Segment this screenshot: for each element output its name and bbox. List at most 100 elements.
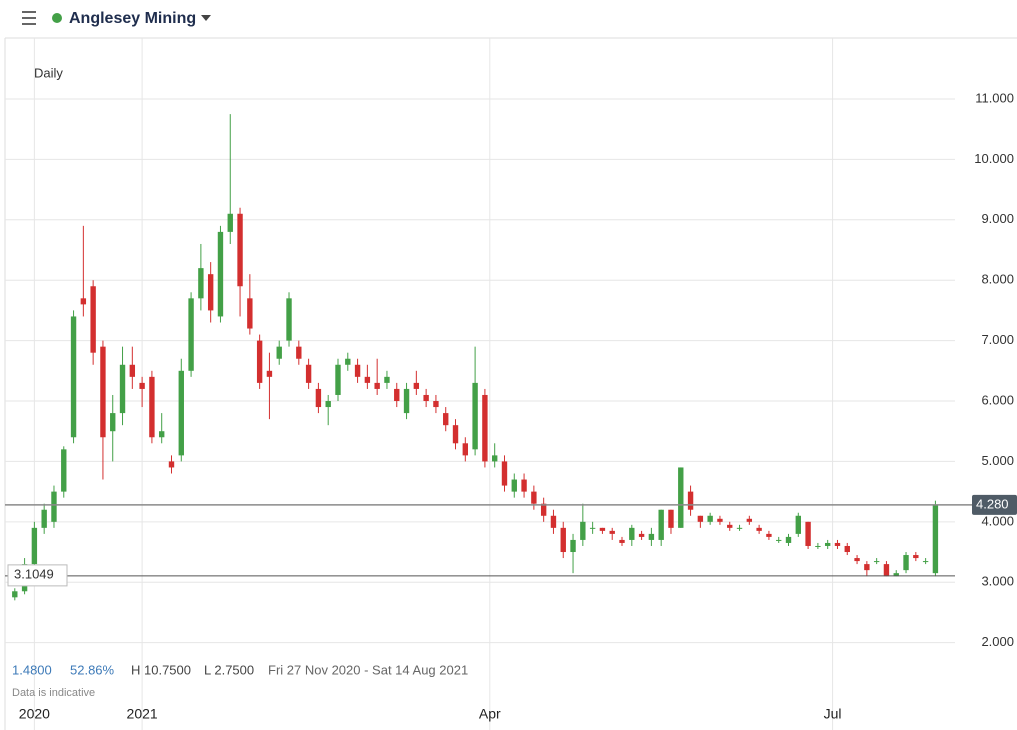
candle-body <box>452 425 459 444</box>
last-price-box <box>972 494 1017 515</box>
candle-body <box>345 358 351 365</box>
dropdown-arrow[interactable] <box>201 15 211 21</box>
candle-body <box>188 298 194 371</box>
candle-body <box>707 515 713 522</box>
candle-body <box>168 461 175 468</box>
candle-body <box>727 524 733 528</box>
candle-body <box>491 455 498 462</box>
candle-body <box>795 515 801 534</box>
candle-body <box>305 364 312 383</box>
y-tick-label: 6.000 <box>981 392 1014 407</box>
menu-icon[interactable] <box>22 11 36 25</box>
candle-body <box>766 533 772 537</box>
candle-body <box>638 533 645 537</box>
candle-body <box>443 413 449 426</box>
reference-label-box <box>7 564 68 587</box>
candle-body <box>423 394 429 402</box>
y-tick-label: 7.000 <box>981 332 1014 347</box>
candle-body <box>139 382 145 389</box>
candle-body <box>570 539 576 553</box>
y-tick-label: 10.000 <box>974 151 1014 166</box>
candle-body <box>325 401 331 408</box>
candle-body <box>824 542 831 546</box>
candle-body <box>932 504 939 574</box>
candle-body <box>589 527 596 529</box>
candle-body <box>364 376 371 383</box>
x-tick-label: 2021 <box>127 706 158 722</box>
candle-body <box>746 518 753 522</box>
candle-body <box>354 364 361 377</box>
plot: 2.000 3.000 4.000 5.000 6.000 7.000 8.000 9.000… <box>5 38 1017 730</box>
candle-body <box>237 213 243 287</box>
y-tick-label: 8.000 <box>981 272 1014 287</box>
candle-body <box>256 340 263 383</box>
candle-body <box>462 443 469 456</box>
candle-body <box>619 539 625 543</box>
candle-body <box>678 467 684 528</box>
candle-body <box>51 491 57 522</box>
candle-body <box>482 394 488 462</box>
candle-body <box>883 564 890 577</box>
candle-body <box>531 491 537 504</box>
candle-body <box>648 533 655 540</box>
change-pct: 52.86% <box>70 662 115 677</box>
candle-body <box>844 545 850 553</box>
candle-body <box>178 370 184 456</box>
candle-body <box>149 376 155 438</box>
candle-body <box>717 518 723 522</box>
candle-body <box>550 515 557 528</box>
candle-body <box>668 509 674 528</box>
candle-body <box>296 346 302 359</box>
candle-body <box>580 521 586 540</box>
candle-body <box>511 479 517 492</box>
candle-body <box>785 536 792 543</box>
candle-body <box>227 213 233 232</box>
candle-body <box>609 530 615 534</box>
candle-body <box>776 539 782 541</box>
candle-body <box>599 527 606 531</box>
candle-body <box>403 388 410 414</box>
candle-body <box>501 461 508 486</box>
x-tick-label: Jul <box>824 706 842 722</box>
y-tick-label: 11.000 <box>975 90 1014 105</box>
candle-body <box>100 346 106 438</box>
y-tick-label: 5.000 <box>981 453 1014 468</box>
candle-body <box>119 364 126 414</box>
candle-body <box>521 479 527 492</box>
candle-body <box>893 573 899 577</box>
candle-body <box>687 491 694 510</box>
candle-body <box>61 449 67 492</box>
candle-body <box>413 382 420 389</box>
candle-body <box>540 503 547 516</box>
candle-body <box>70 316 77 438</box>
x-tick-label: Apr <box>479 706 501 722</box>
candle-body <box>697 515 704 522</box>
status-dot <box>52 13 62 23</box>
candle-body <box>736 527 743 529</box>
y-tick-label: 4.000 <box>981 513 1014 528</box>
candle-body <box>90 286 96 353</box>
interval-label: Daily <box>34 65 63 80</box>
candle-body <box>903 555 909 571</box>
candle-body <box>198 268 204 299</box>
candle-body <box>913 555 919 559</box>
candle-body <box>384 376 390 383</box>
candle-body <box>207 274 214 311</box>
candle-body <box>658 509 664 540</box>
candle-body <box>129 364 136 377</box>
candle-body <box>315 388 322 408</box>
y-tick-label: 2.000 <box>981 634 1014 649</box>
date-range: Fri 27 Nov 2020 - Sat 14 Aug 2021 <box>268 662 468 677</box>
candle-body <box>834 542 841 546</box>
y-tick-label: 3.000 <box>981 574 1014 589</box>
change: 1.4800 <box>12 662 52 677</box>
high-stat: H 10.7500 <box>131 662 191 677</box>
candle-body <box>266 370 273 377</box>
candle-body <box>217 231 224 317</box>
candle-body <box>805 521 811 546</box>
candle-body <box>247 298 253 329</box>
candle-body <box>472 382 478 450</box>
candle-body <box>864 564 870 571</box>
instrument-title[interactable]: Anglesey Mining <box>69 10 196 27</box>
y-tick-label: 9.000 <box>981 211 1014 226</box>
